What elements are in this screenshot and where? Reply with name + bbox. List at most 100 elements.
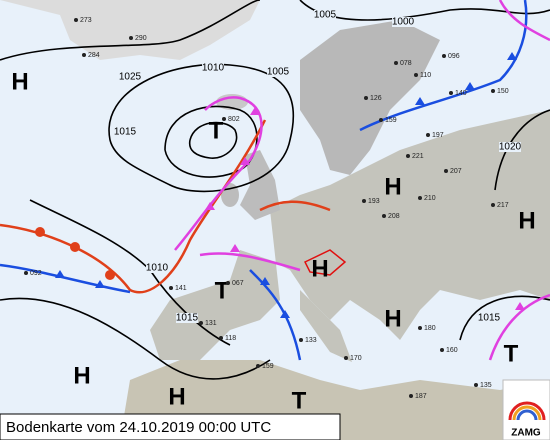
occluded-front — [498, 0, 550, 42]
front-triangle — [507, 52, 517, 60]
station-value: 802 — [228, 116, 240, 123]
fronts — [0, 0, 550, 361]
isobar-label-bg — [176, 313, 198, 323]
station-dot — [256, 364, 260, 368]
station-dot — [394, 61, 398, 65]
warm-front-bump — [105, 270, 115, 280]
front-triangle — [280, 310, 290, 318]
station-dot — [82, 53, 86, 57]
front-triangle — [415, 97, 425, 105]
station-value: 160 — [446, 347, 458, 354]
station-dot — [418, 326, 422, 330]
station-value: 078 — [400, 60, 412, 67]
logo-arc — [508, 401, 546, 421]
front-symbols — [35, 52, 525, 318]
isobar-label-bg — [499, 142, 521, 152]
station-dot — [440, 348, 444, 352]
isobar — [188, 121, 238, 159]
warm-front-bump — [35, 227, 45, 237]
station-value: 290 — [135, 35, 147, 42]
cold-front — [0, 263, 131, 294]
station-value: 067 — [232, 280, 244, 287]
isobars — [0, 0, 550, 380]
station-dot — [226, 281, 230, 285]
caption-box — [0, 413, 341, 440]
logo: ZAMG — [511, 428, 541, 439]
station-value: 131 — [205, 320, 217, 327]
isobar — [164, 105, 258, 178]
scandinavia — [300, 20, 440, 175]
station-value: 096 — [448, 53, 460, 60]
station-value: 135 — [480, 382, 492, 389]
isobar-label-bg — [267, 67, 289, 77]
front-triangle — [205, 202, 215, 210]
station-dot — [444, 169, 448, 173]
station-dot — [414, 73, 418, 77]
station-dot — [169, 286, 173, 290]
caption: Bodenkarte vom 24.10.2019 00:00 UTC — [6, 419, 271, 436]
pressure-center: T — [209, 117, 224, 144]
station-dot — [491, 89, 495, 93]
isobar-label: 1015 — [114, 127, 137, 138]
isobar — [494, 109, 550, 191]
station-dot — [382, 214, 386, 218]
station-dot — [129, 36, 133, 40]
front-triangle — [465, 82, 475, 90]
logo-arc — [516, 409, 538, 421]
isobar-label-bg — [202, 63, 224, 73]
station-dot — [426, 133, 430, 137]
isobar-label: 1025 — [119, 72, 142, 83]
isobar-label: 1005 — [314, 10, 337, 21]
station-dot — [362, 199, 366, 203]
cold-front — [359, 0, 528, 132]
isobar-label: 1020 — [499, 142, 522, 153]
isobar — [459, 295, 550, 341]
front-triangle — [260, 277, 270, 285]
station-dot — [418, 196, 422, 200]
station-value: 217 — [497, 202, 509, 209]
pressure-center: H — [518, 207, 535, 234]
station-value: 133 — [305, 337, 317, 344]
station-value: 092 — [30, 270, 42, 277]
isobar-label: 1000 — [392, 17, 415, 28]
station-value: 170 — [350, 355, 362, 362]
isobar-label: 1010 — [202, 63, 225, 74]
front-triangle — [95, 280, 105, 288]
isobar-label-bg — [114, 127, 136, 137]
station-dot — [409, 394, 413, 398]
pressure-center: T — [215, 277, 230, 304]
cold-front — [249, 269, 302, 361]
station-dot — [379, 118, 383, 122]
station-value: 180 — [424, 325, 436, 332]
station-value: 210 — [424, 195, 436, 202]
front-triangle — [515, 302, 525, 310]
labels: H T H H H T H T H H T 1025 1010 1005 1005 1000 1015 1010 1… — [11, 10, 535, 415]
station-value: 150 — [497, 88, 509, 95]
isobar — [0, 297, 271, 380]
isobar-label-bg — [478, 313, 500, 323]
station-value: 207 — [450, 168, 462, 175]
isobar-label: 1010 — [146, 263, 169, 274]
isobar-label: 1005 — [267, 67, 290, 78]
station-dot — [74, 18, 78, 22]
station-dot — [364, 96, 368, 100]
occluded-front — [174, 96, 263, 251]
station-value: 140 — [455, 90, 467, 97]
station-dot — [344, 356, 348, 360]
station-dot — [491, 203, 495, 207]
front-triangle — [230, 244, 240, 252]
isobar-label: 1015 — [478, 313, 501, 324]
station-dot — [442, 54, 446, 58]
greenland — [0, 0, 260, 60]
europe — [150, 110, 550, 360]
occluded-front — [488, 293, 550, 361]
isobar — [108, 63, 295, 193]
austria-border — [303, 249, 347, 276]
station-value: 187 — [415, 393, 427, 400]
station-dot — [449, 91, 453, 95]
station-dot — [299, 338, 303, 342]
pressure-center: T — [504, 340, 519, 367]
isobar — [0, 0, 261, 61]
occluded-front — [199, 252, 301, 272]
